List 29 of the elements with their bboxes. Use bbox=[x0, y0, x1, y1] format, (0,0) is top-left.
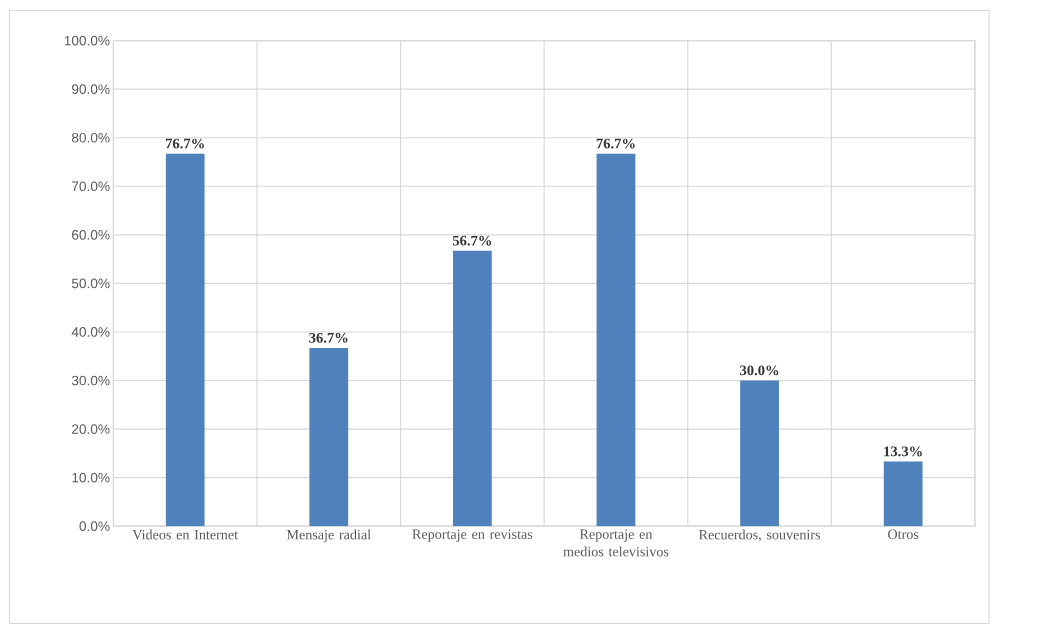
y-tick-label: 70.0% bbox=[72, 181, 110, 191]
y-tick-label: 40.0% bbox=[71, 326, 110, 337]
x-tick-label: Videos en Internet bbox=[132, 529, 238, 540]
data-label: 30.0% bbox=[740, 365, 779, 376]
y-tick-label: 60.0% bbox=[72, 229, 110, 240]
y-tick-label: 80.0% bbox=[71, 132, 110, 143]
bar bbox=[309, 347, 349, 526]
bar bbox=[596, 153, 636, 526]
x-tick-label: Reportaje en revistas bbox=[412, 529, 533, 542]
y-tick-label: 90.0% bbox=[71, 84, 110, 94]
x-tick-label: Otros bbox=[888, 529, 919, 539]
data-label: 56.7% bbox=[452, 235, 492, 246]
data-label: 36.7% bbox=[309, 332, 348, 343]
data-label: 76.7% bbox=[596, 138, 635, 149]
x-tick-label: Recuerdos, souvenirs bbox=[699, 529, 821, 542]
y-tick-label: 0.0% bbox=[79, 521, 110, 531]
bar bbox=[452, 250, 492, 526]
y-tick-label: 100.0% bbox=[64, 35, 110, 46]
y-tick-label: 20.0% bbox=[72, 424, 110, 434]
bar bbox=[740, 380, 779, 526]
x-tick-label: Reportaje en medios televisivos bbox=[563, 529, 669, 557]
data-label: 13.3% bbox=[884, 446, 922, 457]
bar bbox=[165, 153, 205, 526]
data-label: 76.7% bbox=[165, 138, 204, 149]
y-tick-label: 50.0% bbox=[71, 278, 110, 289]
y-tick-label: 30.0% bbox=[71, 375, 110, 386]
x-tick-label: Mensaje radial bbox=[286, 529, 371, 543]
y-tick-label: 10.0% bbox=[72, 472, 110, 483]
bar bbox=[883, 461, 923, 526]
